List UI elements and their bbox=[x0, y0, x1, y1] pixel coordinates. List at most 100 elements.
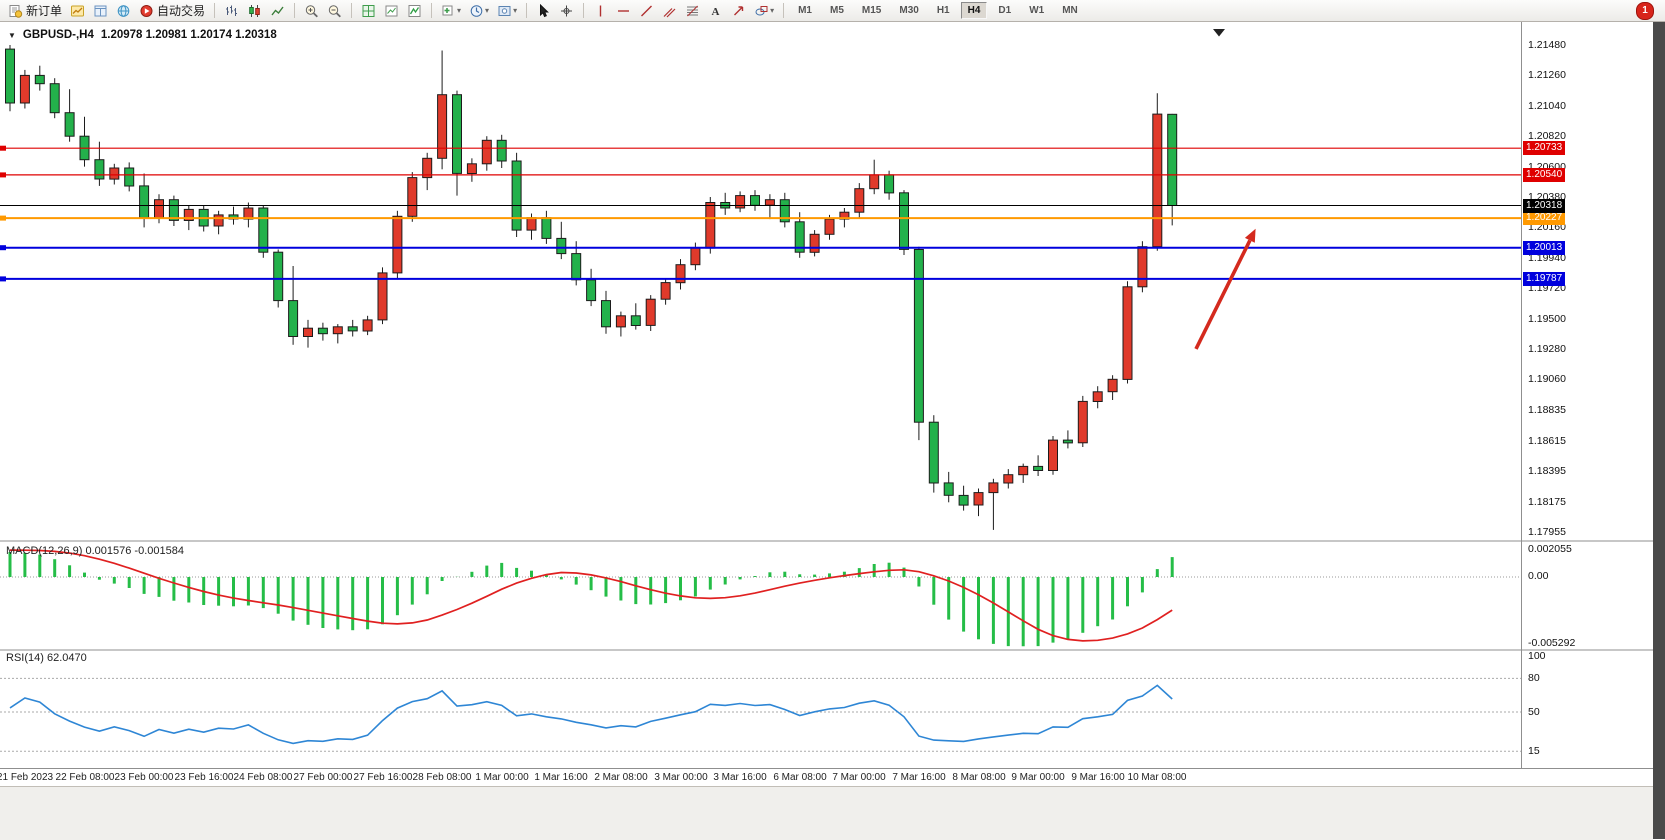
line-anchor[interactable] bbox=[0, 215, 6, 221]
notification-badge[interactable]: 1 bbox=[1636, 1, 1654, 20]
line-chart-button[interactable] bbox=[267, 1, 288, 21]
timeframe-d1[interactable]: D1 bbox=[998, 5, 1012, 16]
ohlc-values: 1.20978 1.20981 1.20174 1.20318 bbox=[100, 29, 277, 41]
vertical-line-button[interactable] bbox=[590, 1, 611, 21]
time-tick-label: 7 Mar 00:00 bbox=[832, 772, 886, 783]
price-tick-label: 1.19500 bbox=[1528, 313, 1566, 325]
price-axis[interactable]: 1.21480 1.21260 1.21040 1.20820 1.20600 1.203… bbox=[1521, 22, 1654, 768]
candlestick-chart-button[interactable] bbox=[244, 1, 265, 21]
line-anchor[interactable] bbox=[0, 245, 6, 251]
auto-trading-icon bbox=[140, 4, 153, 17]
chart-shift-marker[interactable] bbox=[1213, 29, 1225, 37]
price-badge-1.20013: 1.20013 bbox=[1523, 241, 1566, 255]
timeframe-h1[interactable]: H1 bbox=[936, 5, 950, 16]
toolbar: 新订单 自动交易 ▾ ▾ ▾ A ▾ M1 M5 M15 M30 H1 H4 D1 W1 MN 1 bbox=[0, 0, 1665, 22]
horizontal-line-button[interactable] bbox=[613, 1, 634, 21]
status-bar bbox=[0, 786, 1653, 840]
toolbar-separator bbox=[783, 3, 785, 18]
symbol-timeframe-label: GBPUSD-,H4 bbox=[22, 29, 94, 41]
data-window-icon bbox=[94, 5, 107, 16]
price-tick-label: 1.21260 bbox=[1528, 69, 1566, 81]
time-tick-label: 1 Mar 16:00 bbox=[534, 772, 588, 783]
rsi-label: RSI(14) 62.0470 bbox=[6, 652, 87, 664]
svg-text:A: A bbox=[712, 6, 720, 18]
macd-signal-line bbox=[9, 549, 1173, 642]
navigator-button[interactable] bbox=[113, 1, 134, 21]
chevron-down-icon: ▾ bbox=[485, 6, 490, 15]
period-icon bbox=[470, 4, 483, 17]
chart-window-icon bbox=[385, 5, 398, 16]
new-order-button-label: 新订单 bbox=[26, 4, 63, 18]
timeframe-m30[interactable]: M30 bbox=[899, 5, 919, 16]
line-anchor[interactable] bbox=[0, 172, 6, 178]
toolbar-separator bbox=[351, 3, 353, 18]
macd-axis-label: 0.002055 bbox=[1528, 543, 1572, 555]
timeframe-w1[interactable]: W1 bbox=[1029, 5, 1045, 16]
price-tick-label: 1.18835 bbox=[1528, 404, 1566, 416]
trendline-button[interactable] bbox=[636, 1, 657, 21]
price-tick-label: 1.21040 bbox=[1528, 100, 1566, 112]
arrows-button[interactable] bbox=[728, 1, 749, 21]
price-tick-label: 1.19280 bbox=[1528, 343, 1566, 355]
toolbar-separator bbox=[294, 3, 296, 18]
zoom-in-icon bbox=[305, 4, 318, 17]
macd-histogram bbox=[8, 552, 1174, 647]
timeframe-m1[interactable]: M1 bbox=[798, 5, 812, 16]
cursor-button[interactable] bbox=[533, 1, 554, 21]
price-badge-1.20227: 1.20227 bbox=[1523, 211, 1566, 225]
timeframe-h4[interactable]: H4 bbox=[960, 2, 988, 19]
timeframe-mn[interactable]: MN bbox=[1062, 5, 1078, 16]
time-tick-label: 8 Mar 08:00 bbox=[952, 772, 1006, 783]
time-axis[interactable]: 21 Feb 2023 22 Feb 08:00 23 Feb 00:00 23 Fe… bbox=[0, 768, 1653, 787]
line-anchor[interactable] bbox=[0, 145, 6, 151]
indicators-button[interactable] bbox=[404, 1, 425, 21]
time-tick-label: 6 Mar 08:00 bbox=[773, 772, 827, 783]
equidistant-channel-button[interactable] bbox=[659, 1, 680, 21]
arrow-annotation[interactable] bbox=[1194, 228, 1256, 350]
chart-window-button[interactable] bbox=[381, 1, 402, 21]
macd-name: MACD(12,26,9) bbox=[6, 545, 83, 557]
zoom-out-button[interactable] bbox=[324, 1, 345, 21]
tile-windows-button[interactable] bbox=[358, 1, 379, 21]
market-watch-icon bbox=[71, 5, 85, 16]
period-button[interactable]: ▾ bbox=[466, 1, 492, 21]
timeframe-m15[interactable]: M15 bbox=[861, 5, 882, 16]
price-badge-1.20733: 1.20733 bbox=[1523, 141, 1566, 155]
market-watch-button[interactable] bbox=[67, 1, 88, 21]
price-tick-label: 1.19940 bbox=[1528, 252, 1566, 264]
one-click-trading-arrow[interactable]: ▼ bbox=[8, 30, 16, 40]
new-order-button[interactable]: 新订单 bbox=[5, 1, 65, 21]
auto-trading-button[interactable]: 自动交易 bbox=[136, 1, 208, 21]
time-tick-label: 23 Feb 16:00 bbox=[174, 772, 234, 783]
data-window-button[interactable] bbox=[90, 1, 111, 21]
zoom-in-button[interactable] bbox=[301, 1, 322, 21]
line-chart-icon bbox=[271, 6, 284, 15]
candlestick-series bbox=[5, 45, 1178, 530]
indicators-icon bbox=[408, 4, 421, 17]
chart-title: ▼ GBPUSD-,H4 1.20978 1.20981 1.20174 1.2… bbox=[8, 29, 277, 41]
macd-axis-label: -0.005292 bbox=[1528, 637, 1576, 649]
fibonacci-button[interactable] bbox=[682, 1, 703, 21]
price-badge-1.19787: 1.19787 bbox=[1523, 272, 1566, 286]
bar-chart-icon bbox=[226, 5, 238, 16]
line-anchor[interactable] bbox=[0, 276, 6, 282]
text-button[interactable]: A bbox=[705, 1, 726, 21]
toolbar-separator bbox=[431, 3, 433, 18]
time-tick-label: 9 Mar 16:00 bbox=[1071, 772, 1125, 783]
time-tick-label: 3 Mar 00:00 bbox=[654, 772, 708, 783]
template-button[interactable]: ▾ bbox=[494, 1, 520, 21]
new-chart-button[interactable]: ▾ bbox=[438, 1, 464, 21]
time-tick-label: 27 Feb 16:00 bbox=[353, 772, 413, 783]
fibonacci-icon bbox=[687, 5, 699, 16]
timeframe-m5[interactable]: M5 bbox=[830, 5, 844, 16]
price-tick-label: 1.21480 bbox=[1528, 39, 1566, 51]
macd-values: 0.001576 -0.001584 bbox=[85, 545, 184, 557]
shapes-button[interactable]: ▾ bbox=[751, 1, 777, 21]
crosshair-button[interactable] bbox=[556, 1, 577, 21]
time-tick-label: 2 Mar 08:00 bbox=[594, 772, 648, 783]
current-price-badge: 1.20318 bbox=[1523, 199, 1566, 213]
price-tick-label: 1.19060 bbox=[1528, 373, 1566, 385]
rsi-axis-label: 100 bbox=[1528, 650, 1546, 662]
bar-chart-button[interactable] bbox=[221, 1, 242, 21]
